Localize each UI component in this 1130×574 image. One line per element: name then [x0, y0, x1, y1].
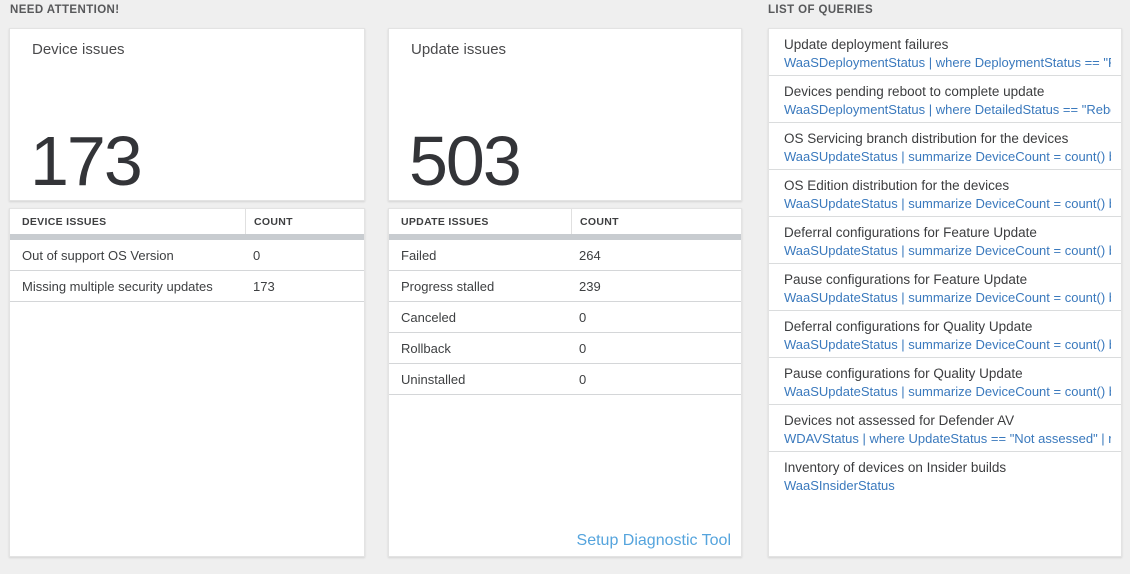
query-list-item[interactable]: Pause configurations for Quality Update … [769, 358, 1121, 405]
query-text: WaaSDeploymentStatus | where DeploymentS… [784, 55, 1111, 70]
query-title: Deferral configurations for Feature Upda… [784, 225, 1037, 240]
table-row[interactable]: Uninstalled 0 [389, 364, 741, 395]
issue-name-cell: Progress stalled [401, 278, 495, 294]
table-header-divider-bar [10, 234, 364, 240]
issue-count-cell: 239 [579, 278, 601, 294]
table-row[interactable]: Missing multiple security updates 173 [10, 271, 364, 302]
table-row[interactable]: Progress stalled 239 [389, 271, 741, 302]
issue-name-cell: Missing multiple security updates [22, 278, 213, 294]
table-body: Failed 264 Progress stalled 239 Canceled… [389, 240, 741, 395]
device-issues-tile[interactable]: Device issues 173 [9, 28, 365, 201]
issue-name-cell: Out of support OS Version [22, 247, 174, 263]
query-list-item[interactable]: Devices pending reboot to complete updat… [769, 76, 1121, 123]
issue-name-cell: Canceled [401, 309, 456, 325]
table-row[interactable]: Out of support OS Version 0 [10, 240, 364, 271]
query-text: WaaSUpdateStatus | summarize DeviceCount… [784, 196, 1111, 211]
query-text: WaaSUpdateStatus | summarize DeviceCount… [784, 290, 1111, 305]
need-attention-header: NEED ATTENTION! [10, 4, 120, 16]
query-list-item[interactable]: Pause configurations for Feature Update … [769, 264, 1121, 311]
query-title: Devices pending reboot to complete updat… [784, 84, 1045, 99]
query-list-item[interactable]: Devices not assessed for Defender AV WDA… [769, 405, 1121, 452]
issue-count-cell: 0 [579, 340, 587, 356]
issue-name-cell: Rollback [401, 340, 451, 356]
query-list: Update deployment failures WaaSDeploymen… [769, 29, 1121, 499]
update-issues-title: Update issues [411, 41, 507, 58]
table-header-row: DEVICE ISSUES COUNT [10, 209, 364, 234]
column-header-count: COUNT [571, 209, 741, 234]
update-issues-table: UPDATE ISSUES COUNT Failed 264 Progress … [388, 208, 742, 557]
issue-count-cell: 0 [579, 309, 587, 325]
issue-count-cell: 0 [253, 247, 261, 263]
device-issues-count: 173 [30, 122, 143, 200]
query-title: OS Edition distribution for the devices [784, 178, 1010, 193]
query-text: WaaSUpdateStatus | summarize DeviceCount… [784, 149, 1111, 164]
query-list-item[interactable]: Inventory of devices on Insider builds W… [769, 452, 1121, 499]
table-header-row: UPDATE ISSUES COUNT [389, 209, 741, 234]
query-title: Update deployment failures [784, 37, 949, 52]
query-list-item[interactable]: OS Servicing branch distribution for the… [769, 123, 1121, 170]
list-of-queries-header: LIST OF QUERIES [768, 4, 874, 16]
query-text: WaaSUpdateStatus | summarize DeviceCount… [784, 337, 1111, 352]
device-issues-title: Device issues [32, 41, 125, 58]
query-title: Pause configurations for Quality Update [784, 366, 1023, 381]
issue-name-cell: Failed [401, 247, 437, 263]
query-text: WaaSUpdateStatus | summarize DeviceCount… [784, 243, 1111, 258]
table-body: Out of support OS Version 0 Missing mult… [10, 240, 364, 302]
query-list-item[interactable]: Deferral configurations for Feature Upda… [769, 217, 1121, 264]
issue-name-cell: Uninstalled [401, 371, 466, 387]
table-row[interactable]: Failed 264 [389, 240, 741, 271]
table-row[interactable]: Rollback 0 [389, 333, 741, 364]
query-title: Pause configurations for Feature Update [784, 272, 1028, 287]
update-issues-tile[interactable]: Update issues 503 [388, 28, 742, 201]
query-text: WaaSInsiderStatus [784, 478, 895, 493]
query-text: WDAVStatus | where UpdateStatus == "Not … [784, 431, 1111, 446]
query-title: Deferral configurations for Quality Upda… [784, 319, 1033, 334]
issue-count-cell: 0 [579, 371, 587, 387]
setup-diagnostic-tool-link[interactable]: Setup Diagnostic Tool [576, 532, 731, 549]
query-list-item[interactable]: Deferral configurations for Quality Upda… [769, 311, 1121, 358]
issue-count-cell: 173 [253, 278, 275, 294]
issue-count-cell: 264 [579, 247, 601, 263]
table-row[interactable]: Canceled 0 [389, 302, 741, 333]
update-issues-count: 503 [409, 122, 522, 200]
query-text: WaaSUpdateStatus | summarize DeviceCount… [784, 384, 1111, 399]
query-list-item[interactable]: Update deployment failures WaaSDeploymen… [769, 29, 1121, 76]
table-header-divider-bar [389, 234, 741, 240]
column-header-count: COUNT [245, 209, 364, 234]
column-header-update-issues: UPDATE ISSUES [401, 215, 489, 228]
query-title: Devices not assessed for Defender AV [784, 413, 1015, 428]
query-title: OS Servicing branch distribution for the… [784, 131, 1069, 146]
query-text: WaaSDeploymentStatus | where DetailedSta… [784, 102, 1111, 117]
query-title: Inventory of devices on Insider builds [784, 460, 1007, 475]
query-list-item[interactable]: OS Edition distribution for the devices … [769, 170, 1121, 217]
device-issues-table: DEVICE ISSUES COUNT Out of support OS Ve… [9, 208, 365, 557]
column-header-device-issues: DEVICE ISSUES [22, 215, 107, 228]
list-of-queries-panel: Update deployment failures WaaSDeploymen… [768, 28, 1122, 557]
